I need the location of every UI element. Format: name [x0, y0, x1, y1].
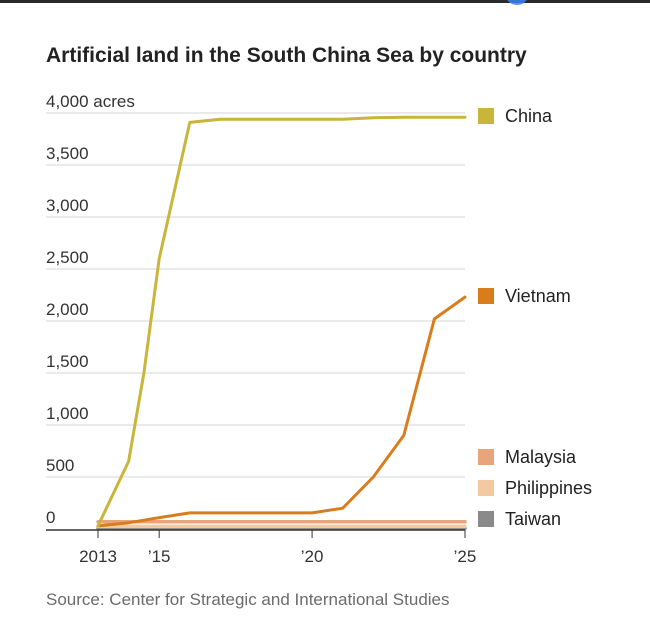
y-tick-label: 2,000 — [46, 300, 89, 319]
legend-swatch-philippines — [478, 480, 494, 496]
y-tick-label: 3,000 — [46, 196, 89, 215]
x-tick-label: ’15 — [148, 547, 171, 566]
legend-item-china: China — [478, 105, 552, 127]
legend-item-philippines: Philippines — [478, 477, 592, 499]
top-rule — [0, 0, 650, 3]
legend-item-malaysia: Malaysia — [478, 446, 576, 468]
legend-swatch-malaysia — [478, 449, 494, 465]
source-note: Source: Center for Strategic and Interna… — [46, 590, 450, 609]
x-tick-label: ’20 — [301, 547, 324, 566]
legend-item-vietnam: Vietnam — [478, 285, 571, 307]
x-tick-label: 2013 — [79, 547, 117, 566]
x-tick-label: ’25 — [454, 547, 477, 566]
y-tick-label: 2,500 — [46, 248, 89, 267]
y-tick-label: 0 — [46, 508, 55, 527]
y-tick-label: 4,000 acres — [46, 92, 135, 111]
y-tick-label: 1,000 — [46, 404, 89, 423]
y-tick-label: 3,500 — [46, 144, 89, 163]
legend-label-taiwan: Taiwan — [505, 508, 562, 529]
legend-swatch-vietnam — [478, 288, 494, 304]
floating-indicator — [505, 0, 529, 5]
legend-item-taiwan: Taiwan — [478, 508, 561, 530]
series-line-china — [96, 115, 467, 528]
legend-swatch-taiwan — [478, 511, 494, 527]
legend-label-philippines: Philippines — [505, 477, 593, 498]
legend-label-vietnam: Vietnam — [505, 285, 571, 306]
series-line-vietnam — [96, 295, 467, 528]
chart-canvas: 4,000 acres 3,500 3,000 2,500 2,000 1,500 1,00… — [46, 92, 477, 566]
chart-title: Artificial land in the South China Sea b… — [46, 44, 527, 67]
legend-label-malaysia: Malaysia — [505, 446, 577, 467]
y-tick-label: 1,500 — [46, 352, 89, 371]
legend-swatch-china — [478, 108, 494, 124]
y-tick-label: 500 — [46, 456, 74, 475]
legend-label-china: China — [505, 105, 553, 126]
